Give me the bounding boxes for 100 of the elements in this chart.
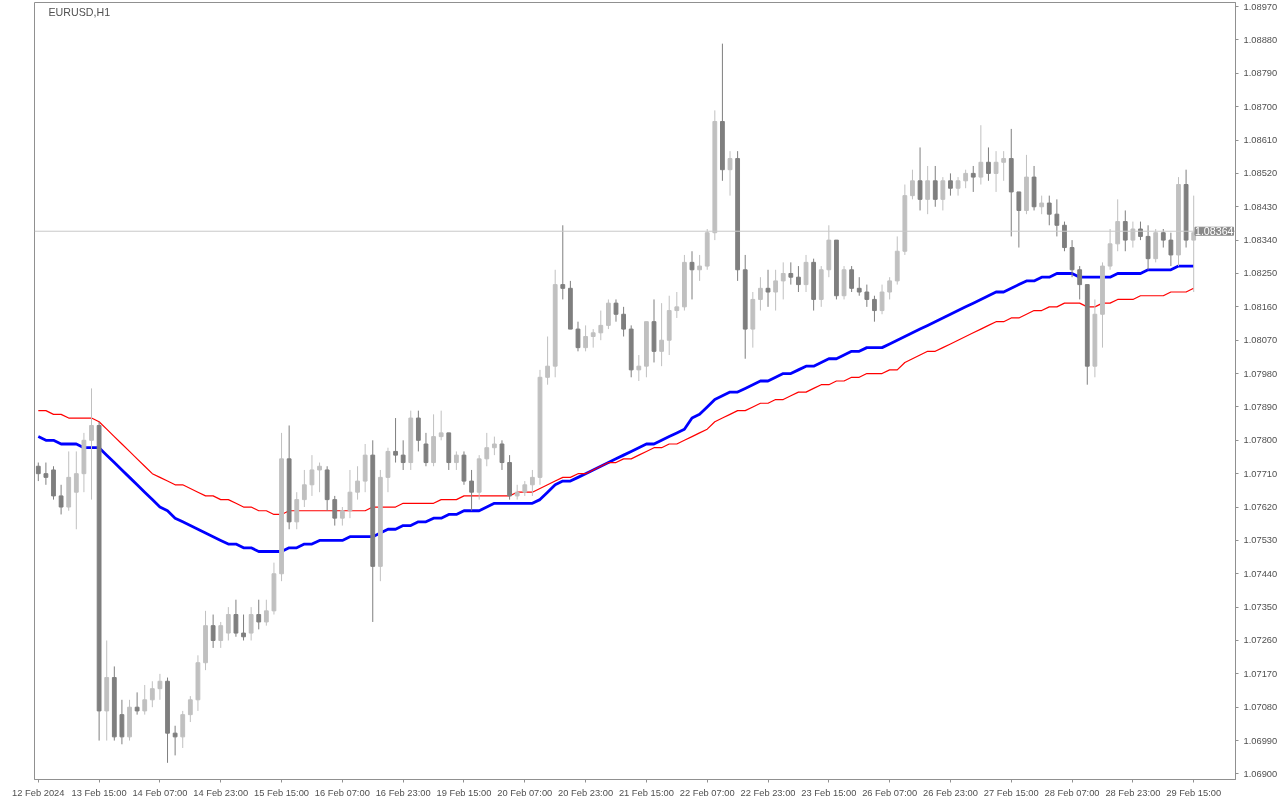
- candlestick: [423, 432, 429, 467]
- candlestick: [963, 169, 969, 189]
- y-tick-label: 1.08160: [1243, 301, 1278, 312]
- candlestick: [917, 146, 923, 211]
- candlestick: [606, 298, 611, 330]
- candlestick: [453, 450, 459, 471]
- candlestick: [58, 484, 64, 515]
- candlestick: [970, 165, 976, 193]
- candlestick: [575, 321, 581, 352]
- candlestick: [415, 410, 421, 452]
- candlestick: [1046, 195, 1052, 226]
- x-tick-label: 28 Feb 07:00: [1044, 787, 1100, 798]
- candlestick: [393, 417, 398, 464]
- candlestick: [142, 684, 148, 716]
- y-tick-label: 1.07890: [1243, 401, 1278, 412]
- candlestick: [225, 606, 231, 641]
- candlestick: [172, 725, 178, 756]
- y-tick-label: 1.08880: [1243, 34, 1278, 45]
- candlestick: [765, 269, 771, 308]
- x-tick-label: 20 Feb 23:00: [558, 787, 614, 798]
- candlestick: [621, 306, 626, 338]
- x-tick-label: 15 Feb 15:00: [254, 787, 310, 798]
- candlestick: [1077, 265, 1083, 300]
- x-tick-label: 22 Feb 23:00: [740, 787, 796, 798]
- y-tick-label: 1.06990: [1243, 735, 1278, 746]
- candlestick: [1001, 150, 1007, 182]
- candlestick: [1122, 209, 1128, 252]
- candlestick: [1160, 228, 1166, 249]
- candlestick: [613, 298, 619, 323]
- y-tick-label: 1.07530: [1243, 535, 1278, 546]
- candlestick: [727, 150, 733, 197]
- candlestick: [1168, 232, 1174, 267]
- y-tick-label: 1.08970: [1243, 1, 1278, 12]
- candlestick: [233, 599, 239, 638]
- y-tick-label: 1.07800: [1243, 435, 1278, 446]
- candlestick: [689, 250, 695, 300]
- x-tick-label: 19 Feb 15:00: [436, 787, 492, 798]
- candlestick: [887, 276, 893, 300]
- candlestick: [119, 699, 125, 745]
- candlestick: [993, 150, 999, 193]
- candlestick: [1145, 224, 1151, 271]
- y-tick-label: 1.07620: [1243, 502, 1278, 513]
- candlestick: [932, 165, 938, 208]
- candlestick: [545, 336, 550, 386]
- candlestick: [529, 469, 535, 497]
- candlestick: [491, 436, 497, 456]
- candlestick: [469, 469, 474, 512]
- candlestick: [263, 599, 269, 627]
- y-tick-label: 1.08790: [1243, 68, 1278, 79]
- candlestick: [583, 324, 588, 352]
- x-tick-label: 21 Feb 15:00: [618, 787, 674, 798]
- y-tick-label: 1.07080: [1243, 702, 1278, 713]
- candlestick: [978, 124, 984, 186]
- candlestick: [317, 462, 322, 493]
- candlestick: [590, 328, 596, 349]
- x-tick-label: 14 Feb 07:00: [132, 787, 188, 798]
- candlestick: [773, 269, 779, 312]
- y-tick-label: 1.08430: [1243, 201, 1278, 212]
- candlestick: [1016, 191, 1022, 249]
- y-tick-label: 1.07170: [1243, 668, 1278, 679]
- candlestick: [339, 506, 345, 527]
- candlestick: [856, 276, 862, 297]
- x-tick-label: 26 Feb 07:00: [862, 787, 918, 798]
- candlestick: [879, 284, 885, 315]
- y-tick-label: 1.08070: [1243, 335, 1278, 346]
- candlestick: [256, 599, 262, 630]
- x-tick-label: 14 Feb 23:00: [193, 787, 249, 798]
- candlestick: [1069, 239, 1075, 278]
- candlestick: [438, 410, 444, 441]
- candlestick: [674, 291, 680, 319]
- candlestick: [484, 432, 490, 467]
- candlestick: [309, 454, 315, 497]
- candlestick: [560, 224, 566, 300]
- candlestick: [636, 354, 642, 382]
- line-series: [36, 264, 1196, 553]
- candlestick: [301, 469, 307, 508]
- x-tick-label: 13 Feb 15:00: [71, 787, 127, 798]
- candlestick: [758, 276, 763, 312]
- candlestick: [157, 673, 163, 701]
- x-tick-label: 12 Feb 2024: [12, 787, 65, 798]
- candlestick: [1062, 221, 1067, 252]
- candlestick: [499, 439, 505, 471]
- candlestick: [910, 169, 915, 200]
- candlestick: [400, 439, 406, 471]
- candlestick: [89, 387, 94, 501]
- y-tick-label: 1.07260: [1243, 635, 1278, 646]
- candlestick: [948, 172, 953, 197]
- candlestick: [849, 265, 855, 293]
- y-tick-label: 1.07710: [1243, 468, 1278, 479]
- y-tick-label: 1.06900: [1243, 768, 1278, 779]
- y-tick-label: 1.07440: [1243, 568, 1278, 579]
- candlestick: [1138, 221, 1143, 241]
- y-tick-label: 1.08340: [1243, 235, 1278, 246]
- candlestick: [788, 261, 794, 286]
- candlestick: [347, 469, 353, 519]
- candlestick: [134, 691, 140, 716]
- y-tick-label: 1.08250: [1243, 268, 1278, 279]
- candlestick: [803, 254, 809, 293]
- candlestick: [659, 302, 664, 367]
- candlestick: [43, 462, 49, 486]
